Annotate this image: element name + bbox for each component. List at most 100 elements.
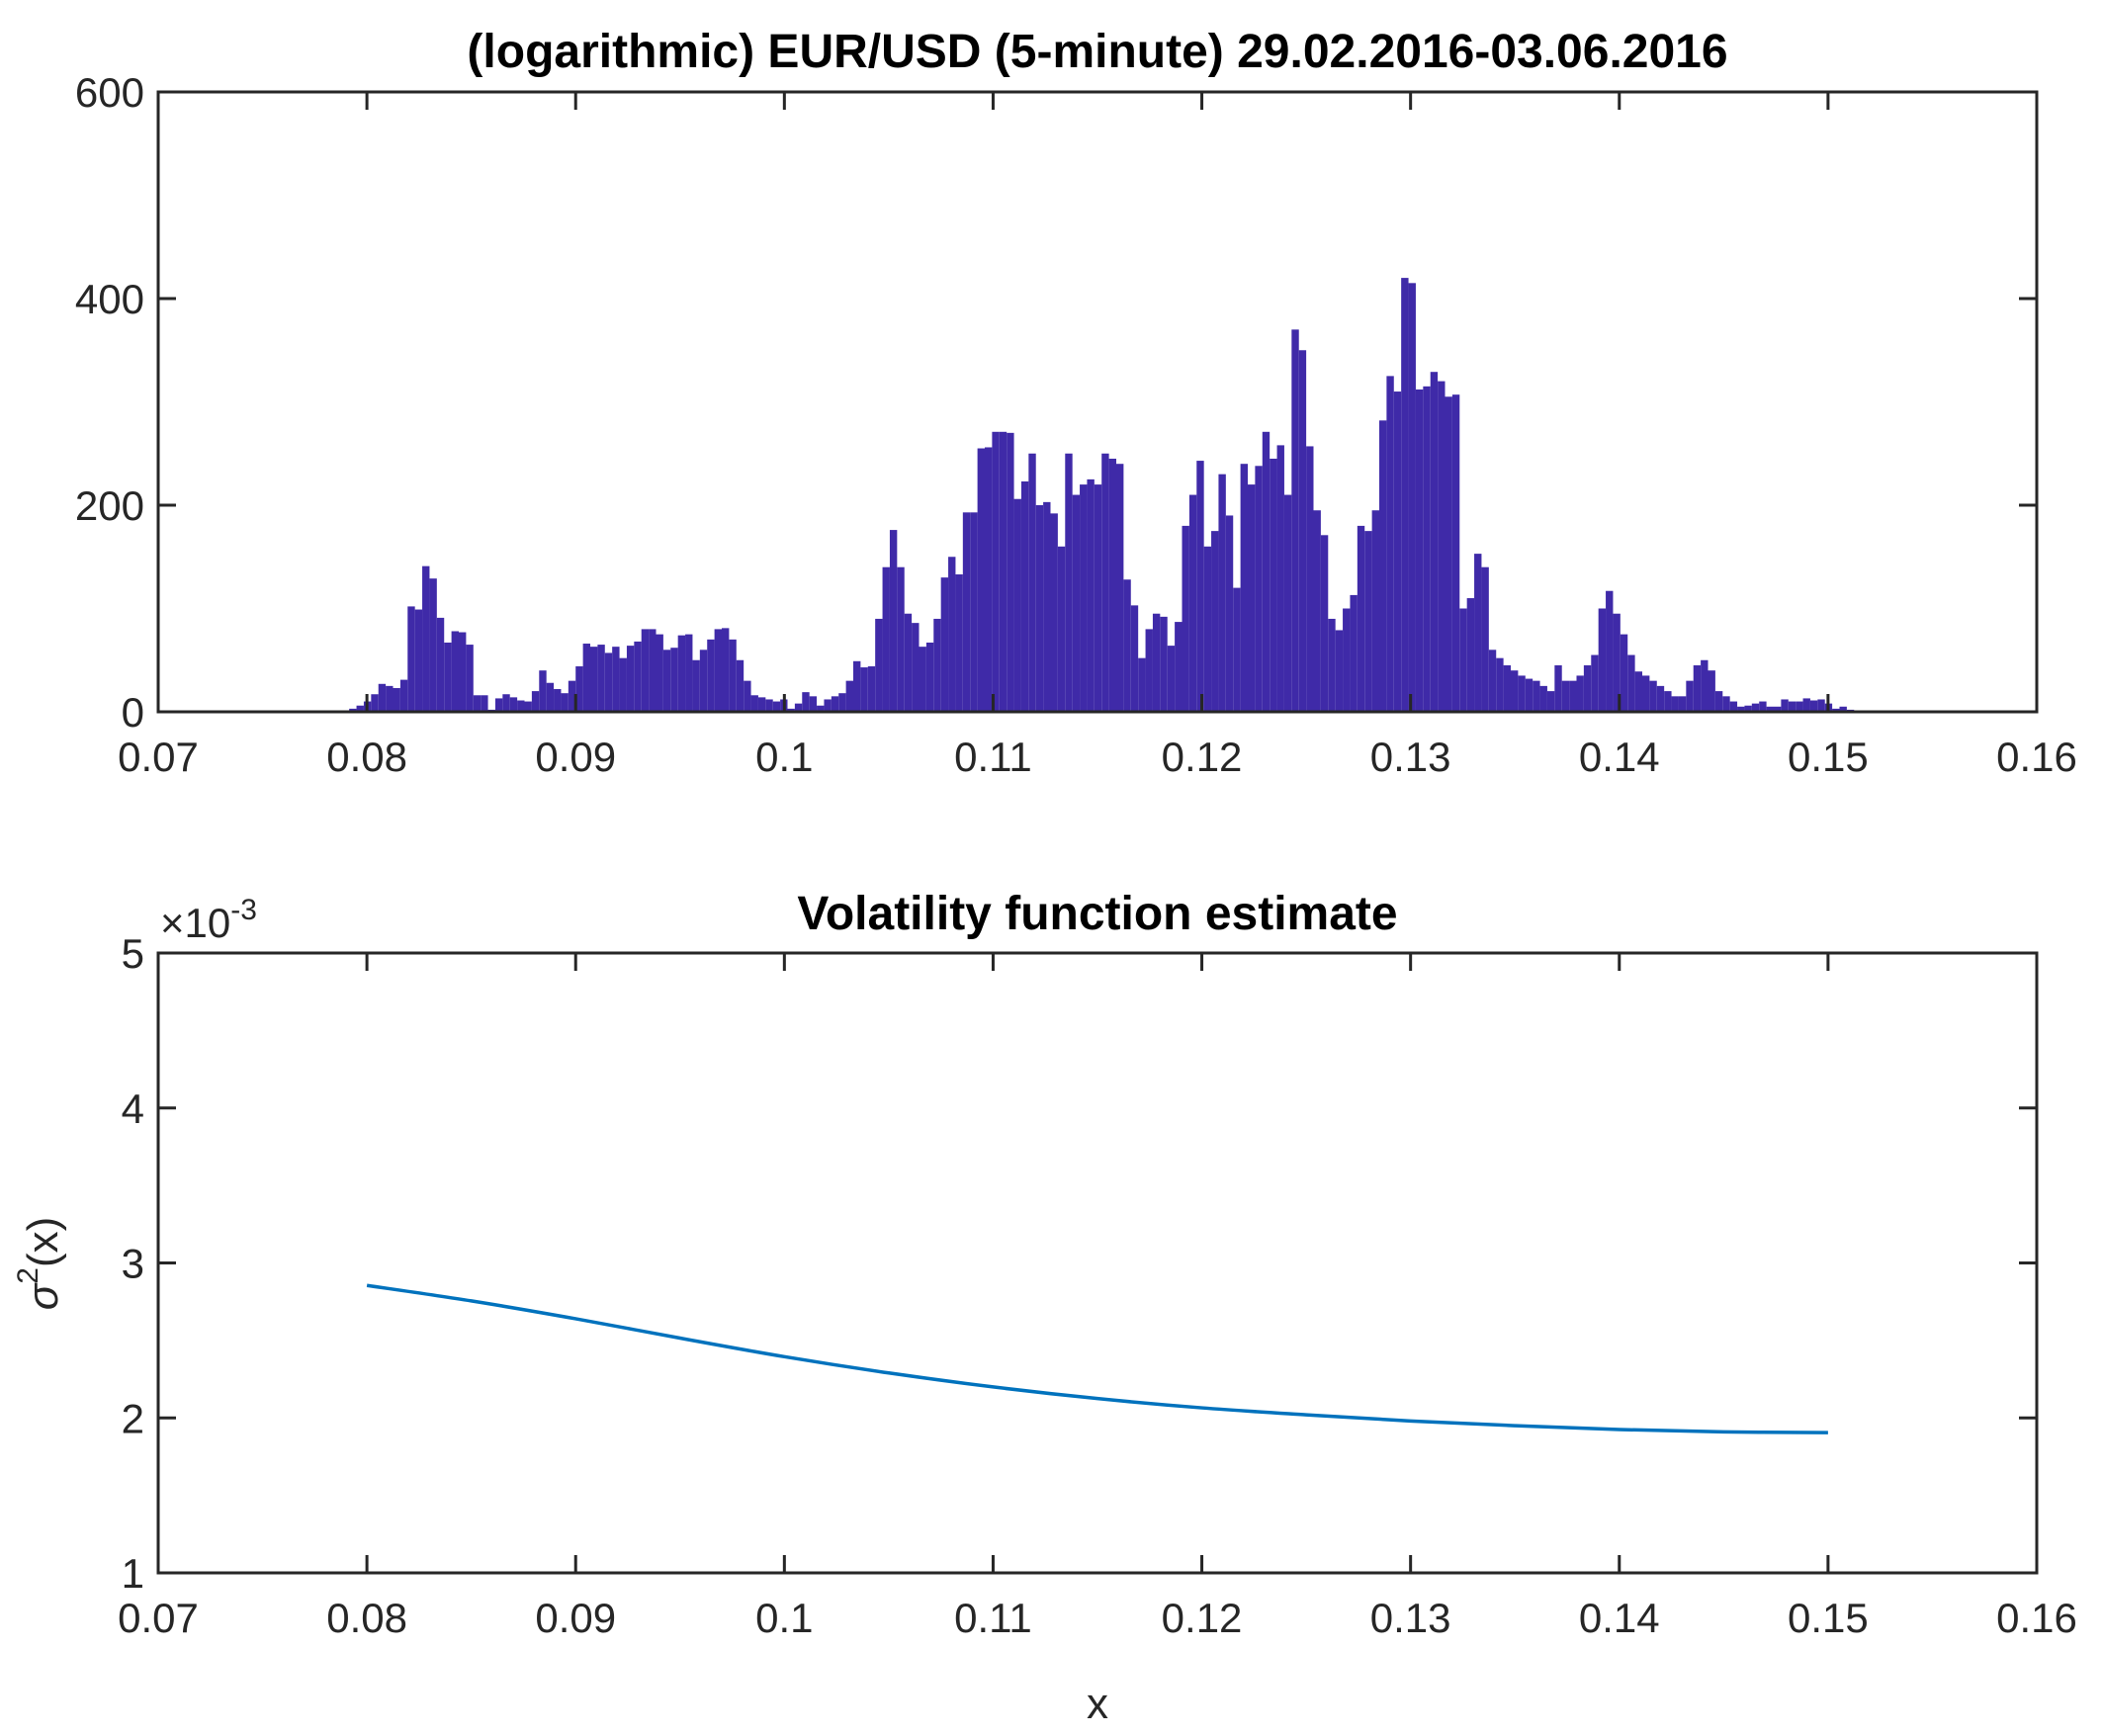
histogram-bar	[1160, 616, 1168, 712]
volatility-plot: Volatility function estimate ×10-3 0.07 0…	[12, 888, 2077, 1728]
histogram-y-tick-label: 400	[75, 276, 144, 322]
volatility-y-tick-label: 1	[122, 1550, 144, 1597]
histogram-bar	[1438, 381, 1446, 712]
histogram-bar	[1116, 464, 1124, 712]
histogram-bar	[422, 565, 430, 712]
histogram-bar	[1291, 329, 1299, 712]
histogram-bar	[1313, 510, 1321, 712]
histogram-bar	[1481, 566, 1489, 712]
histogram-bar	[897, 566, 905, 712]
histogram-bar	[1627, 654, 1635, 712]
histogram-bar	[824, 699, 832, 712]
histogram-bar	[1357, 525, 1365, 712]
histogram-bar	[371, 694, 379, 712]
histogram-bar	[1511, 670, 1519, 712]
histogram-bar	[634, 641, 642, 712]
histogram-bar	[1401, 278, 1409, 712]
histogram-bar	[1123, 579, 1131, 712]
histogram-bar	[1686, 680, 1694, 712]
histogram-bar	[1766, 706, 1774, 712]
histogram-x-tick-label: 0.12	[1162, 734, 1243, 780]
histogram-bar	[1591, 654, 1599, 712]
histogram-bar	[1430, 372, 1439, 712]
histogram-bar	[1488, 650, 1497, 712]
histogram-bar	[1634, 671, 1642, 712]
histogram-bar	[641, 629, 650, 712]
histogram-bar	[757, 697, 766, 712]
histogram-bar	[1108, 458, 1116, 712]
histogram-bar	[444, 642, 452, 712]
histogram-bar	[539, 670, 547, 712]
histogram-bar	[1423, 386, 1431, 712]
histogram-bar	[1649, 680, 1657, 712]
histogram-bar	[714, 629, 722, 712]
histogram-bar	[1729, 701, 1738, 712]
histogram-bar	[699, 650, 708, 712]
histogram-bar	[1379, 420, 1387, 712]
histogram-bar	[692, 659, 700, 712]
histogram-bar	[1839, 706, 1847, 712]
histogram-bar	[853, 660, 861, 712]
histogram-bar	[604, 652, 613, 712]
histogram-bar	[1518, 675, 1526, 712]
y-exponent-power: -3	[230, 894, 257, 926]
histogram-bar	[1152, 613, 1161, 712]
histogram-x-tick-label: 0.11	[954, 734, 1032, 780]
histogram-bar	[940, 577, 949, 712]
volatility-x-tick-label: 0.1	[755, 1595, 813, 1641]
histogram-y-ticks: 0 200 400 600	[75, 69, 2037, 736]
histogram-y-tick-label: 0	[122, 689, 144, 736]
histogram-bar	[1020, 480, 1029, 712]
histogram-bar	[729, 639, 737, 712]
histogram-bar	[1714, 691, 1723, 712]
histogram-bar	[955, 574, 963, 712]
histogram-bar	[517, 700, 525, 712]
histogram-bar	[1751, 703, 1760, 712]
histogram-axes	[156, 90, 2039, 714]
histogram-bar	[1415, 389, 1424, 712]
histogram-bar	[459, 632, 467, 712]
volatility-y-tick-label: 2	[122, 1395, 144, 1441]
histogram-bar	[845, 680, 853, 712]
histogram-bar	[1328, 618, 1336, 712]
histogram-bar	[1809, 700, 1818, 712]
histogram-bar	[875, 618, 883, 712]
histogram-bar	[1598, 608, 1607, 712]
histogram-bar	[1283, 494, 1292, 712]
volatility-x-tick-label: 0.07	[118, 1595, 199, 1641]
histogram-bar	[662, 650, 671, 712]
histogram-title: (logarithmic) EUR/USD (5-minute) 29.02.2…	[467, 26, 1727, 78]
histogram-bar	[1350, 594, 1358, 712]
histogram-bar	[992, 431, 1000, 712]
histogram-bar	[356, 705, 364, 712]
volatility-series-line	[366, 1283, 1828, 1434]
histogram-bar	[772, 701, 781, 712]
histogram-bar	[912, 623, 920, 712]
histogram-bar	[407, 606, 415, 712]
histogram-bar	[1335, 630, 1344, 712]
histogram-bar	[1013, 498, 1021, 712]
histogram-bar	[612, 647, 620, 712]
histogram-bar	[750, 695, 758, 712]
histogram-x-tick-label: 0.1	[755, 734, 813, 780]
histogram-bar	[1306, 446, 1314, 712]
histogram-bar	[1525, 678, 1533, 712]
histogram-bar	[531, 691, 540, 712]
histogram-bar	[977, 448, 985, 712]
histogram-bar	[1050, 513, 1058, 712]
volatility-axes	[156, 951, 2039, 1575]
histogram-y-tick-label: 600	[75, 69, 144, 116]
histogram-bar	[1671, 696, 1679, 712]
histogram-bar	[1218, 474, 1226, 712]
histogram-bar	[1583, 664, 1592, 712]
histogram-y-tick-label: 200	[75, 482, 144, 529]
histogram-bar	[582, 644, 590, 712]
histogram-bar	[1459, 608, 1467, 712]
histogram-bar	[1233, 587, 1241, 712]
histogram-bar	[685, 634, 693, 712]
histogram-bar	[1576, 675, 1584, 712]
histogram-bar	[378, 683, 387, 712]
histogram-bar	[817, 705, 825, 712]
histogram-bar	[1466, 598, 1475, 712]
histogram-x-tick-label: 0.07	[118, 734, 199, 780]
